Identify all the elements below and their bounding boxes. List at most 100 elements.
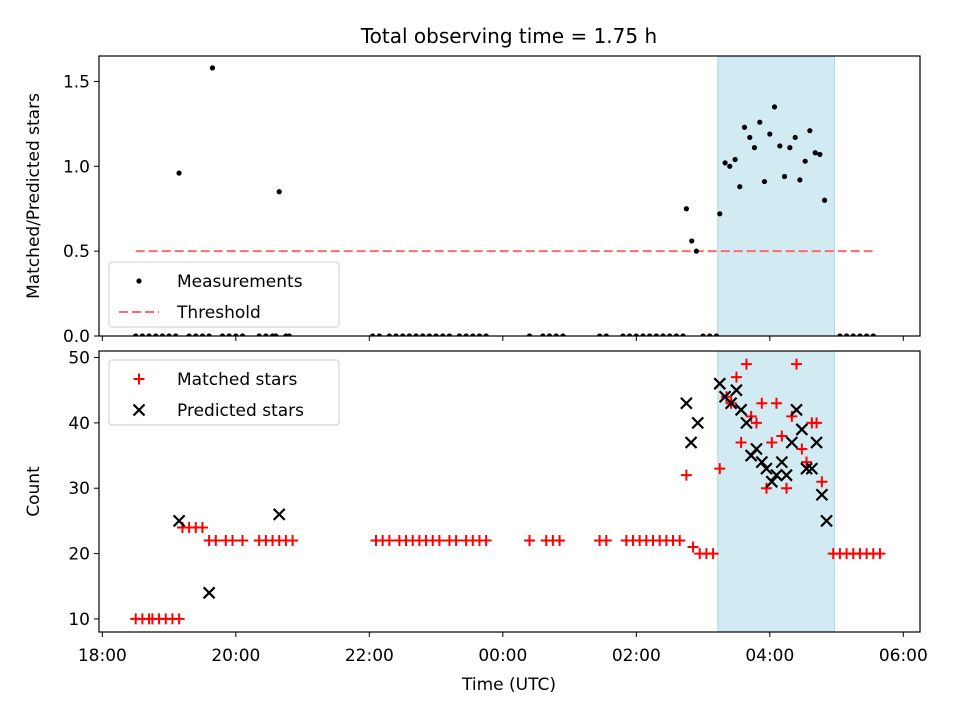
- y-tick-label: 0.0: [63, 327, 90, 347]
- measurement-point: [286, 333, 292, 336]
- matched-star-point: [674, 535, 686, 547]
- x-tick-label: 20:00: [211, 646, 260, 666]
- measurement-point: [233, 333, 239, 336]
- y-tick-label: 20: [68, 545, 90, 565]
- measurement-point: [273, 333, 279, 336]
- predicted-star-point: [805, 462, 819, 475]
- plot-area: [133, 65, 876, 336]
- legend-marker-predicted: [132, 403, 146, 417]
- predicted-star-point: [780, 468, 793, 482]
- measurement-point: [476, 333, 483, 336]
- measurement-point: [209, 65, 216, 71]
- matched-star-point: [791, 358, 803, 370]
- measurement-point: [597, 333, 603, 336]
- matched-star-point: [796, 443, 808, 455]
- measurement-point: [526, 333, 533, 336]
- matched-star-point: [730, 371, 742, 383]
- measurement-point: [673, 333, 679, 336]
- predicted-star-point: [730, 383, 743, 397]
- measurement-point: [761, 178, 768, 185]
- matched-star-point: [680, 469, 692, 481]
- predicted-star-point: [734, 403, 748, 417]
- y-tick-label: 1.5: [63, 72, 90, 92]
- measurement-point: [741, 124, 748, 130]
- matched-star-point: [287, 535, 299, 547]
- measurement-point: [680, 333, 686, 336]
- panel-ratio: 0.0 0.5 1.0 1.5 Matched/Predicted stars Measu…: [24, 55, 921, 347]
- panel-count: 10 20 30 40 50 18:00 20:00 22:00 00:00 02:00 04:00…: [24, 349, 928, 666]
- measurement-point: [647, 333, 653, 336]
- measurement-point: [239, 333, 246, 336]
- predicted-star-point: [691, 416, 705, 430]
- measurement-point: [837, 333, 843, 336]
- measurement-point: [660, 333, 666, 336]
- measurement-point: [627, 333, 633, 336]
- legend-label: Threshold: [176, 303, 261, 323]
- measurement-point: [787, 145, 793, 151]
- matched-star-point: [226, 535, 238, 547]
- matched-star-point: [480, 535, 492, 547]
- predicted-star-point: [765, 475, 779, 488]
- measurement-point: [777, 143, 783, 149]
- measurement-point: [812, 150, 818, 156]
- x-tick-label: 22:00: [345, 646, 394, 666]
- chart-title: Total observing time = 1.75 h: [360, 24, 657, 48]
- measurement-point: [376, 333, 382, 336]
- measurement-point: [456, 333, 463, 336]
- measurement-point: [737, 184, 743, 190]
- legend-label: Predicted stars: [177, 401, 304, 421]
- measurement-point: [700, 333, 706, 336]
- y-tick-label: 30: [68, 479, 90, 499]
- measurement-point: [199, 333, 206, 336]
- measurement-point: [757, 119, 763, 125]
- measurement-point: [727, 163, 733, 169]
- measurement-point: [146, 333, 152, 336]
- y-tick-label: 50: [68, 349, 90, 369]
- measurement-point: [193, 333, 199, 336]
- y-axis-label: Count: [24, 466, 44, 517]
- measurement-point: [553, 333, 559, 336]
- measurement-point: [792, 134, 798, 141]
- measurement-point: [751, 145, 758, 151]
- measurement-point: [802, 158, 808, 164]
- matched-star-point: [433, 535, 445, 547]
- matched-star-point: [714, 463, 726, 475]
- matched-star-point: [554, 535, 566, 547]
- predicted-star-point: [815, 488, 829, 502]
- measurement-point: [186, 333, 192, 336]
- measurement-point: [540, 333, 546, 336]
- measurement-point: [159, 333, 166, 336]
- measurement-point: [807, 128, 813, 134]
- measurement-point: [747, 134, 753, 141]
- measurement-point: [139, 333, 145, 336]
- predicted-star-point: [724, 397, 738, 410]
- measurement-point: [226, 333, 232, 336]
- predicted-star-point: [750, 442, 763, 456]
- matched-star-point: [750, 417, 762, 429]
- predicted-star-point: [713, 377, 727, 390]
- measurement-point: [406, 333, 412, 336]
- y-tick-label: 40: [68, 414, 90, 434]
- measurement-point: [219, 333, 226, 336]
- legend: Matched stars Predicted stars: [108, 359, 340, 426]
- matched-star-point: [210, 535, 222, 547]
- plot-area: [130, 358, 886, 625]
- measurement-point: [707, 333, 713, 336]
- matched-star-point: [196, 521, 208, 533]
- predicted-star-point: [680, 397, 693, 410]
- predicted-star-point: [760, 462, 773, 475]
- measurement-point: [683, 206, 689, 212]
- measurement-point: [176, 170, 182, 176]
- x-axis-label: Time (UTC): [461, 675, 556, 695]
- x-tick-label: 04:00: [745, 646, 794, 666]
- matched-star-point: [524, 535, 536, 547]
- predicted-star-point: [755, 455, 769, 469]
- measurement-point: [393, 333, 399, 336]
- measurement-point: [767, 131, 773, 137]
- y-tick-label: 0.5: [63, 242, 90, 262]
- predicted-star-point: [172, 514, 186, 528]
- measurement-point: [166, 333, 172, 336]
- predicted-star-point: [684, 436, 698, 449]
- matched-star-point: [745, 410, 757, 422]
- x-tick-label: 18:00: [78, 646, 127, 666]
